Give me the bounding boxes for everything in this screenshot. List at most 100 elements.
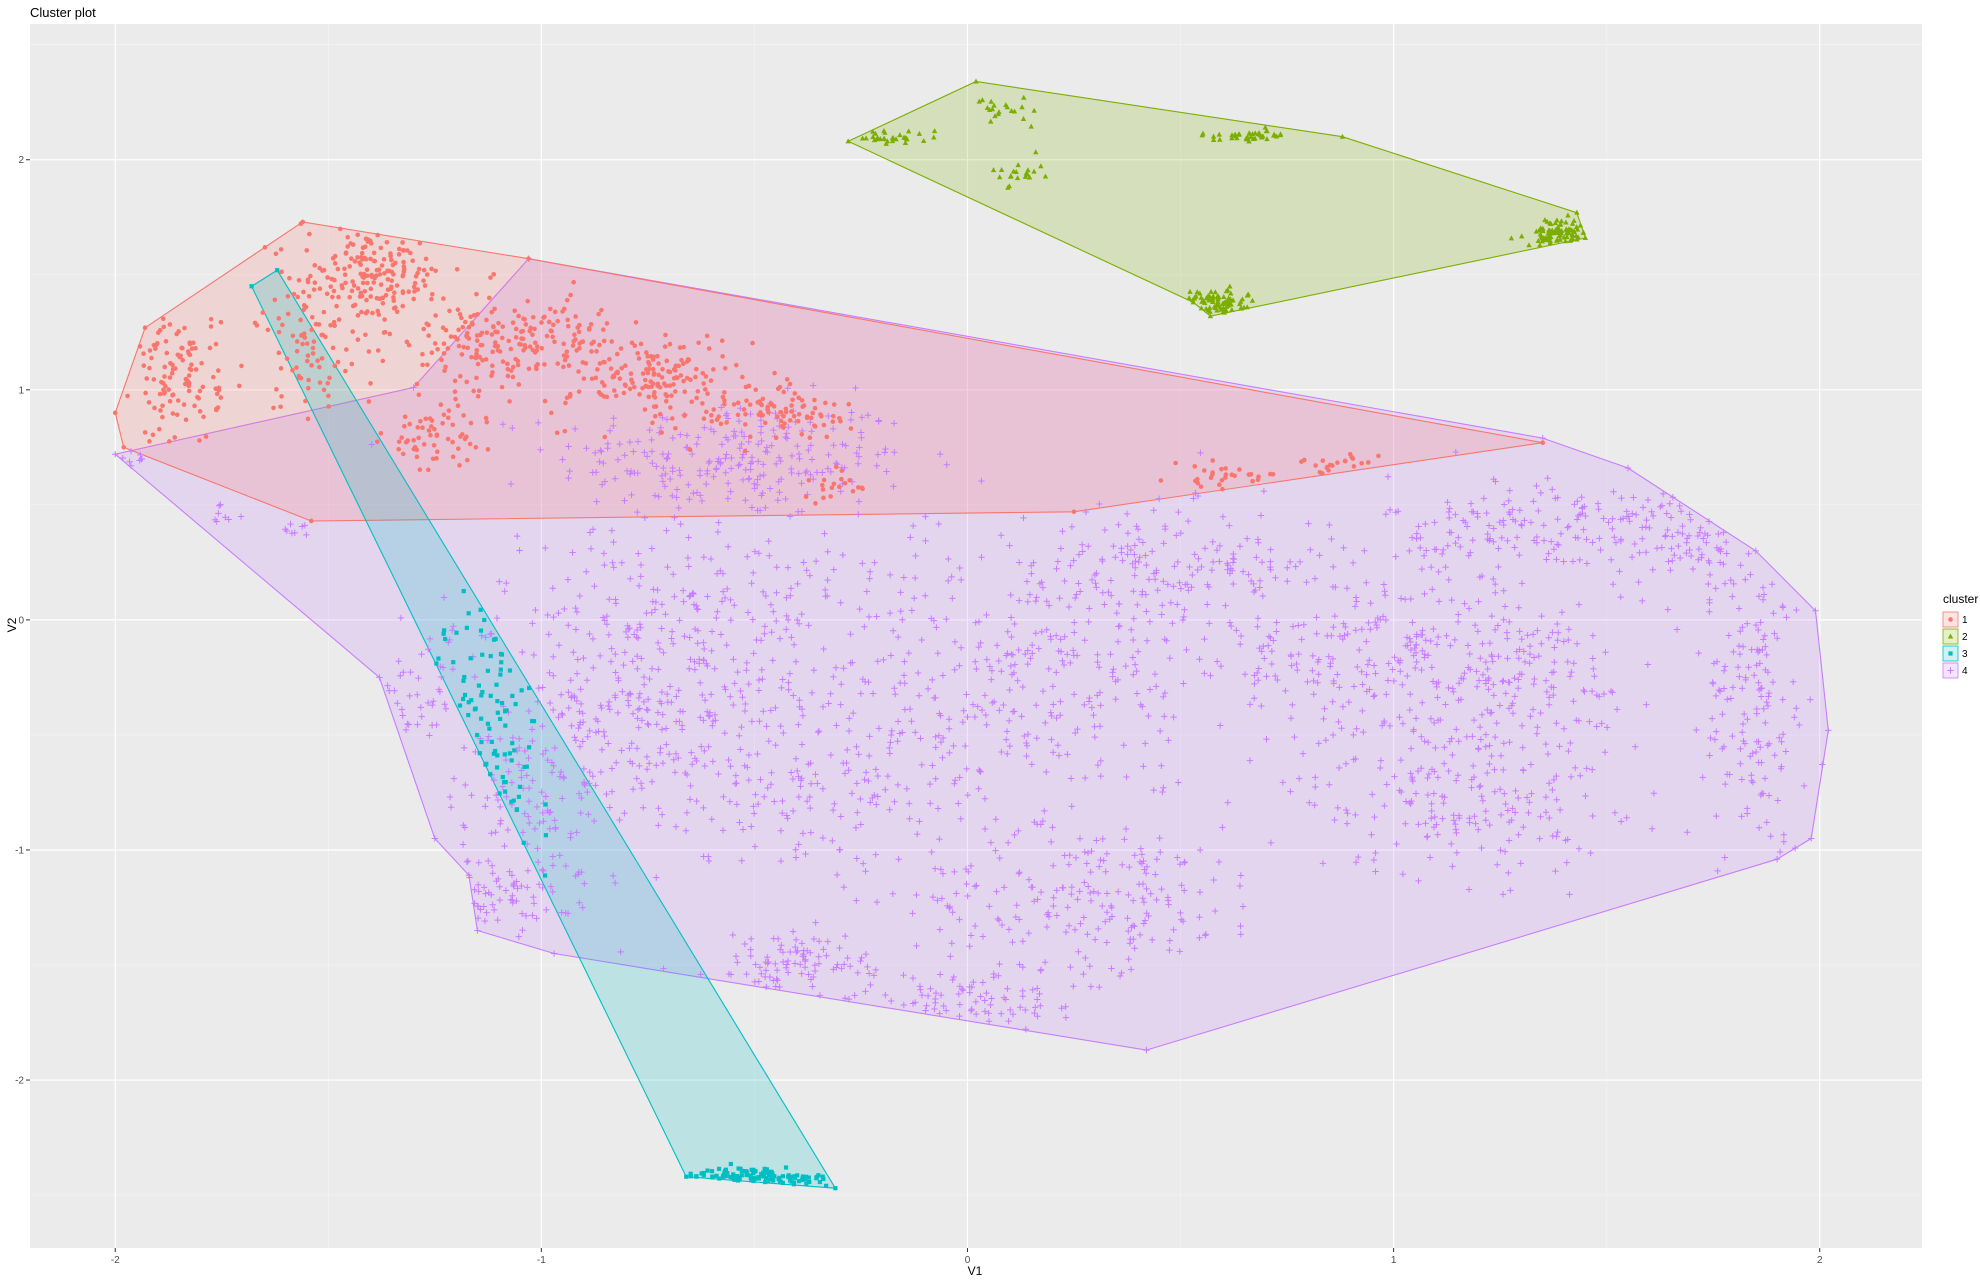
cluster-1-point — [432, 426, 437, 432]
cluster-4-point — [1339, 635, 1347, 643]
cluster-4-point — [566, 467, 573, 475]
cluster-4-point — [654, 639, 662, 647]
cluster-3-point — [472, 707, 477, 712]
cluster-1-point — [458, 434, 463, 439]
cluster-3-point — [795, 1173, 800, 1178]
cluster-1-point — [429, 418, 435, 423]
cluster-1-point — [561, 341, 567, 347]
cluster-1-point — [160, 414, 165, 420]
cluster-4-point — [1393, 840, 1400, 848]
cluster-1-point — [565, 317, 571, 323]
legend-label-2: 2 — [1962, 632, 1968, 643]
cluster-4-point — [727, 488, 734, 495]
cluster-1-point — [441, 412, 447, 418]
cluster-4-point — [1004, 650, 1011, 657]
cluster-4-point — [1446, 529, 1453, 536]
cluster-1-point — [652, 413, 658, 419]
cluster-4-point — [777, 857, 785, 865]
cluster-4-point — [796, 696, 803, 704]
cluster-4-point — [1219, 513, 1227, 520]
cluster-1-point — [400, 303, 406, 309]
cluster-4-point — [1170, 583, 1177, 590]
cluster-4-point — [1553, 833, 1560, 840]
cluster-4-point — [748, 580, 755, 587]
cluster-4-point — [1511, 544, 1518, 551]
cluster-4-point — [1565, 626, 1573, 633]
cluster-3-point — [462, 674, 467, 680]
cluster-4-point — [1500, 587, 1507, 594]
cluster-4-point — [1644, 661, 1652, 668]
cluster-1-point — [319, 332, 325, 338]
cluster-4-point — [975, 618, 983, 625]
cluster-1-point — [385, 268, 390, 274]
cluster-4-point — [722, 455, 729, 462]
cluster-3-point — [507, 668, 513, 673]
cluster-4-point — [797, 783, 804, 790]
cluster-4-point — [618, 559, 626, 567]
cluster-1-point — [731, 402, 737, 407]
cluster-4-point — [684, 443, 691, 451]
cluster-4-point — [720, 793, 727, 801]
cluster-4-point — [1096, 500, 1103, 508]
cluster-1-point — [169, 370, 175, 376]
cluster-4-point — [1487, 710, 1494, 717]
cluster-4-point — [1037, 888, 1045, 896]
cluster-4-point — [751, 843, 759, 850]
cluster-4-point — [450, 623, 457, 630]
cluster-4-point — [723, 451, 730, 458]
cluster-4-point — [884, 772, 892, 780]
cluster-1-point — [604, 321, 610, 326]
cluster-1-point — [700, 401, 705, 406]
cluster-1-point — [838, 418, 843, 424]
cluster-4-point — [1440, 760, 1448, 767]
cluster-1-point — [821, 477, 827, 483]
cluster-1-point — [491, 324, 496, 330]
cluster-1-point — [820, 487, 826, 492]
cluster-4-point — [1496, 786, 1504, 793]
cluster-1-point — [359, 250, 365, 256]
cluster-3-point — [498, 667, 503, 672]
cluster-4-point — [892, 691, 899, 698]
cluster-4-point — [738, 440, 745, 448]
cluster-3-point — [744, 1169, 749, 1174]
cluster-4-point — [1424, 739, 1432, 746]
cluster-3-point — [498, 651, 504, 657]
cluster-1-point — [747, 434, 753, 440]
cluster-4-point — [1490, 525, 1497, 532]
cluster-4-point — [1433, 641, 1441, 648]
cluster-4-point — [1372, 868, 1379, 875]
cluster-1-point — [440, 420, 445, 426]
cluster-4-point — [745, 476, 752, 483]
cluster-4-point — [564, 576, 572, 583]
cluster-1-point — [673, 425, 678, 431]
cluster-4-point — [1209, 558, 1217, 566]
cluster-4-point — [1478, 711, 1486, 718]
cluster-4-point — [1825, 727, 1832, 734]
cluster-4-point — [601, 478, 609, 485]
cluster-4-point — [653, 463, 660, 470]
cluster-4-point — [1428, 800, 1435, 808]
cluster-4-point — [1286, 558, 1294, 566]
cluster-4-point — [1624, 464, 1632, 472]
cluster-3-point — [498, 716, 503, 722]
cluster-4-point — [1520, 767, 1527, 774]
cluster-4-point — [1418, 733, 1425, 740]
cluster-4-point — [909, 974, 917, 982]
cluster-4-point — [1407, 638, 1414, 646]
cluster-4-point — [571, 425, 579, 433]
cluster-4-point — [1173, 532, 1180, 539]
cluster-1-point — [477, 354, 483, 360]
cluster-4-point — [1064, 651, 1071, 658]
cluster-1-point — [420, 425, 425, 431]
cluster-1-point — [1220, 486, 1225, 492]
cluster-4-point — [762, 504, 769, 512]
cluster-4-point — [759, 588, 767, 596]
cluster-4-point — [932, 744, 939, 751]
cluster-3-point — [510, 693, 515, 699]
cluster-4-point — [1148, 936, 1156, 944]
cluster-4-point — [1188, 584, 1195, 591]
cluster-4-point — [1336, 684, 1343, 691]
cluster-4-point — [996, 854, 1003, 862]
